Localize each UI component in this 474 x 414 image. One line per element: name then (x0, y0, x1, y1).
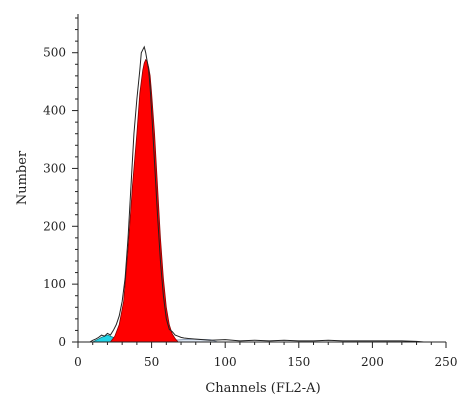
y-tick-label: 400 (43, 104, 66, 118)
y-tick-label: 0 (58, 335, 66, 349)
series-fills (92, 58, 218, 343)
y-tick-label: 300 (43, 161, 66, 175)
y-tick-label: 200 (43, 219, 66, 233)
axes (77, 14, 446, 343)
x-tick-label: 200 (361, 355, 384, 369)
tick-marks (72, 17, 447, 348)
x-axis-label: Channels (FL2-A) (205, 381, 320, 396)
x-tick-label: 0 (74, 355, 82, 369)
tick-labels: 0 100 200 300 400 500 0 50 100 150 200 250 (43, 46, 457, 369)
y-tick-label: 500 (43, 46, 66, 60)
x-tick-label: 150 (287, 355, 310, 369)
y-axis-label: Number (15, 150, 30, 205)
y-tick-label: 100 (43, 277, 66, 291)
series-lines (78, 45, 424, 343)
x-tick-label: 50 (144, 355, 159, 369)
histogram-line (78, 45, 424, 343)
g1-peak-area (109, 58, 179, 343)
x-tick-label: 100 (214, 355, 237, 369)
x-tick-label: 250 (435, 355, 458, 369)
